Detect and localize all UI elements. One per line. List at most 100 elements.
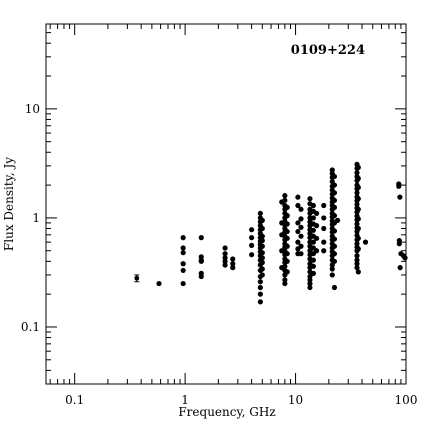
data-point [355,235,361,241]
data-point [180,280,186,287]
data-point [354,201,360,208]
data-point [307,280,313,287]
data-point [354,190,360,196]
data-point [331,190,338,196]
data-point [396,183,402,189]
data-point [259,255,265,261]
data-point [249,252,255,258]
data-point [310,215,316,221]
data-point [180,250,186,256]
data-point [362,239,369,245]
data-point [156,280,162,287]
data-point [295,220,301,226]
data-point [329,272,335,278]
data-point [198,235,204,241]
data-point [259,233,265,239]
data-point [198,273,204,280]
data-point [249,227,255,233]
data-point [331,251,338,257]
data-point [257,291,263,297]
y-tick-label: 0.1 [21,320,40,334]
data-point [222,258,228,264]
data-point [331,284,338,291]
data-point [310,202,316,209]
data-point [354,221,360,227]
x-tick-label: 100 [395,393,418,407]
data-point [310,263,316,269]
data-point [180,245,186,251]
data-point [259,217,265,223]
data-point [282,193,288,199]
data-point [321,239,327,245]
data-point [354,170,360,176]
data-point [354,257,360,263]
data-point [198,258,204,264]
data-point [313,210,320,217]
data-point [259,243,265,249]
data-point [282,277,288,283]
data-point [397,265,403,271]
data-point [331,236,338,242]
data-point [355,206,361,212]
data-point [355,196,361,202]
data-point [331,243,338,249]
data-point [298,233,304,239]
y-axis-label: Flux Density, Jy [2,157,16,251]
data-point [284,204,290,210]
error-bar-point [134,274,140,283]
data-point [282,263,288,269]
chart-title: 0109+224 [291,43,365,58]
data-point [284,243,290,249]
plot-frame [45,23,407,385]
data-point [331,228,338,234]
data-point [355,184,361,191]
data-point [259,225,265,232]
axis-ticks-layer [46,23,407,385]
data-point [282,197,288,203]
y-tick-label: 1 [32,211,40,225]
data-point [331,213,338,219]
data-point [310,257,316,263]
data-point [307,196,313,202]
data-point [298,251,304,257]
data-point [295,239,301,245]
data-point [310,270,316,276]
data-point [222,251,228,257]
x-tick-label: 0.1 [65,393,84,407]
data-point [249,242,255,248]
data-point [331,182,338,188]
data-point [329,167,335,173]
x-axis-label: Frequency, GHz [178,405,275,419]
data-point [355,175,361,182]
x-tick-label: 10 [288,393,303,407]
data-point [402,255,408,261]
data-point [354,261,360,267]
data-point [331,197,338,203]
data-point [355,269,361,275]
data-point [259,259,265,266]
data-point [354,253,360,259]
data-point [249,235,255,241]
data-point [257,279,263,285]
data-point [321,225,327,232]
x-tick-label: 1 [181,393,189,407]
data-point [298,206,304,212]
data-point [257,284,263,291]
data-point [230,261,236,267]
data-point [282,280,288,287]
data-point [222,245,228,251]
data-point [313,223,320,229]
data-point [295,228,301,235]
data-point [134,275,140,281]
data-point [331,173,338,180]
data-point [355,216,361,222]
y-tick-label: 10 [25,102,40,116]
data-point [284,228,290,235]
data-point [257,210,263,217]
data-point [259,250,265,256]
data-point [298,224,304,230]
data-point [354,265,360,271]
data-point [331,258,338,264]
data-point [307,284,313,291]
